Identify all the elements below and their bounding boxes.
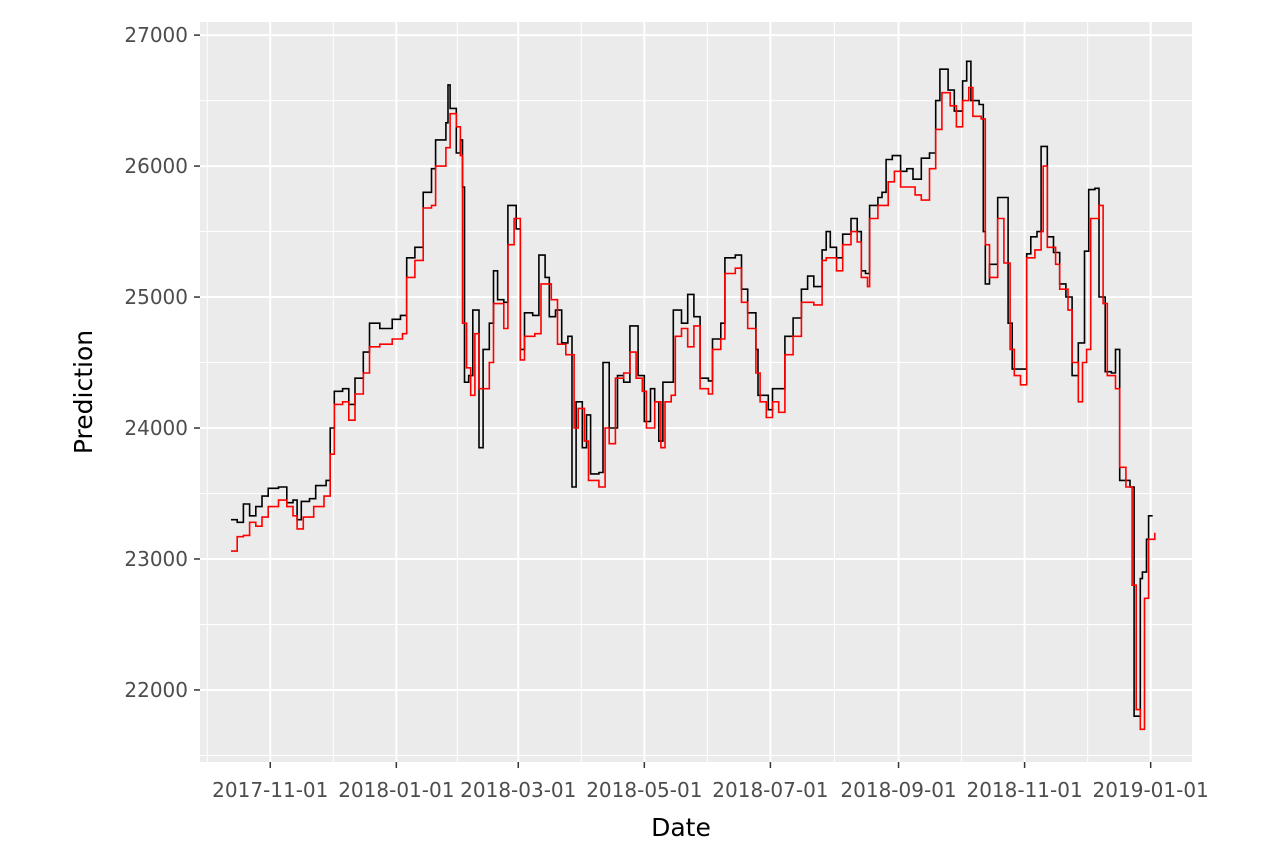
y-tick-label: 23000: [124, 547, 188, 571]
plot-panel: [200, 22, 1192, 762]
x-tick-label: 2018-05-01: [586, 778, 702, 802]
series-line-1: [231, 60, 1153, 717]
y-tick-label: 26000: [124, 154, 188, 178]
y-tick-label: 24000: [124, 416, 188, 440]
y-tick-label: 22000: [124, 678, 188, 702]
x-tick-label: 2018-03-01: [460, 778, 576, 802]
y-tick-label: 25000: [124, 285, 188, 309]
x-axis-title: Date: [651, 813, 711, 842]
major-grid: [200, 22, 1192, 762]
y-axis-title: Prediction: [69, 330, 98, 454]
x-tick-label: 2018-09-01: [840, 778, 956, 802]
minor-grid: [200, 22, 1192, 762]
series-line-2: [231, 86, 1156, 731]
series-layer: [231, 60, 1156, 731]
x-tick-label: 2019-01-01: [1093, 778, 1209, 802]
x-tick-label: 2018-07-01: [712, 778, 828, 802]
x-axis: 2017-11-01 2018-01-01 2018-03-01 2018-05-01…: [212, 762, 1209, 802]
x-tick-label: 2017-11-01: [212, 778, 328, 802]
x-tick-label: 2018-11-01: [966, 778, 1082, 802]
y-axis: 22000 23000 24000 25000 26000 27000: [124, 23, 200, 702]
y-tick-label: 27000: [124, 23, 188, 47]
x-tick-label: 2018-01-01: [338, 778, 454, 802]
